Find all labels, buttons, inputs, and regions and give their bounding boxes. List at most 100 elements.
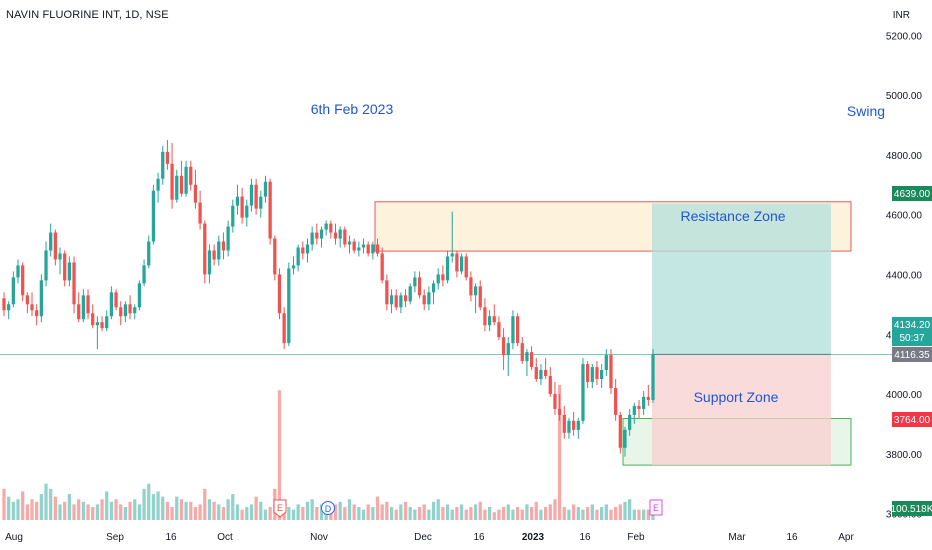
dividend-marker[interactable]: D xyxy=(321,501,335,515)
volume-bar xyxy=(77,499,81,520)
candle xyxy=(413,271,417,293)
candle-body xyxy=(534,367,538,380)
candle xyxy=(151,184,156,245)
candle-body xyxy=(25,295,29,305)
candle-body xyxy=(212,250,216,260)
volume-bar xyxy=(165,501,170,520)
candle xyxy=(501,328,506,371)
candle-body xyxy=(35,310,39,317)
candle-body xyxy=(142,265,146,284)
volume-bar xyxy=(221,507,226,520)
candle xyxy=(557,393,562,421)
candle-body xyxy=(156,178,160,191)
support-zone-label: Support Zone xyxy=(694,389,779,405)
earnings-marker-1[interactable]: E xyxy=(273,499,287,518)
candle xyxy=(44,241,48,287)
volume-bar xyxy=(193,507,198,520)
candle-body xyxy=(30,304,34,311)
earnings-marker-2[interactable]: E xyxy=(649,499,663,516)
candle xyxy=(137,280,142,311)
candle xyxy=(156,172,160,203)
candle-body xyxy=(371,244,375,254)
time-tick-label: Oct xyxy=(217,532,233,543)
swing-annotation[interactable]: Swing xyxy=(847,103,885,119)
volume-bar xyxy=(590,504,594,520)
candle-body xyxy=(16,265,20,278)
candle-body xyxy=(44,250,48,281)
volume-bar xyxy=(347,499,352,520)
candle-body xyxy=(651,354,655,400)
volume-bar xyxy=(408,507,412,520)
volume-bar xyxy=(450,509,454,520)
position-stop-area[interactable] xyxy=(652,354,831,466)
candle-body xyxy=(520,343,524,362)
candle xyxy=(623,426,627,457)
candle-body xyxy=(123,304,128,317)
volume-bar xyxy=(511,509,515,520)
volume-bar xyxy=(441,507,445,520)
volume-bar xyxy=(389,507,394,520)
candle xyxy=(459,253,464,275)
candle xyxy=(539,364,543,385)
candle-body xyxy=(347,241,352,245)
volume-bar xyxy=(175,496,179,520)
candle-body xyxy=(63,253,67,281)
volume-bar xyxy=(595,509,599,520)
candle-body xyxy=(77,304,81,320)
candle xyxy=(305,238,310,263)
candle xyxy=(119,301,123,326)
candle xyxy=(217,235,221,266)
volume-bar xyxy=(212,501,216,520)
candle-body xyxy=(445,256,450,281)
volume-bar xyxy=(562,507,566,520)
symbol-title[interactable]: NAVIN FLUORINE INT, 1D, NSE xyxy=(6,9,169,21)
volume-bar xyxy=(277,390,282,520)
candle xyxy=(506,337,510,377)
candle-body xyxy=(478,286,482,308)
candle xyxy=(352,238,356,254)
candle-body xyxy=(301,247,305,254)
time-axis[interactable]: Aug Sep 16 Oct Nov Dec 16 2023 16 Feb Mar 16 Apr xyxy=(5,532,854,543)
volume-bar xyxy=(217,504,221,520)
candle-body xyxy=(165,151,170,164)
candle xyxy=(63,250,67,287)
price-tick-label: 3800.00 xyxy=(886,450,923,461)
volume-bar xyxy=(548,504,552,520)
candle-body xyxy=(557,408,562,415)
candle xyxy=(212,244,216,266)
candle-body xyxy=(492,316,496,323)
volume-bar xyxy=(207,499,212,520)
time-tick-label: Feb xyxy=(627,532,645,543)
candle-body xyxy=(203,223,207,275)
candle xyxy=(123,301,128,323)
date-annotation[interactable]: 6th Feb 2023 xyxy=(311,101,394,117)
candle xyxy=(95,316,100,350)
volume-bar xyxy=(642,509,646,520)
volume-bar xyxy=(235,504,240,520)
candle-body xyxy=(431,283,436,293)
candle xyxy=(35,304,39,326)
candle-body xyxy=(67,262,72,281)
candle xyxy=(128,295,132,320)
candle-body xyxy=(221,241,226,251)
candle-body xyxy=(287,268,291,344)
candle xyxy=(455,250,459,278)
candle-body xyxy=(553,393,557,409)
candle xyxy=(642,390,646,415)
candle-body xyxy=(268,181,272,239)
candle-body xyxy=(81,295,86,320)
candle-body xyxy=(637,405,641,409)
volume-bar xyxy=(394,509,398,520)
candle xyxy=(525,349,529,377)
volume-bar xyxy=(91,507,95,520)
candle xyxy=(515,313,520,347)
candle-body xyxy=(249,184,254,206)
candle-body xyxy=(539,370,543,380)
volume-bar xyxy=(86,504,90,520)
volume-bar xyxy=(637,509,641,520)
candle xyxy=(347,235,352,254)
position-target-area[interactable] xyxy=(652,203,831,355)
candle-body xyxy=(282,313,286,344)
volume-bar xyxy=(324,509,328,520)
